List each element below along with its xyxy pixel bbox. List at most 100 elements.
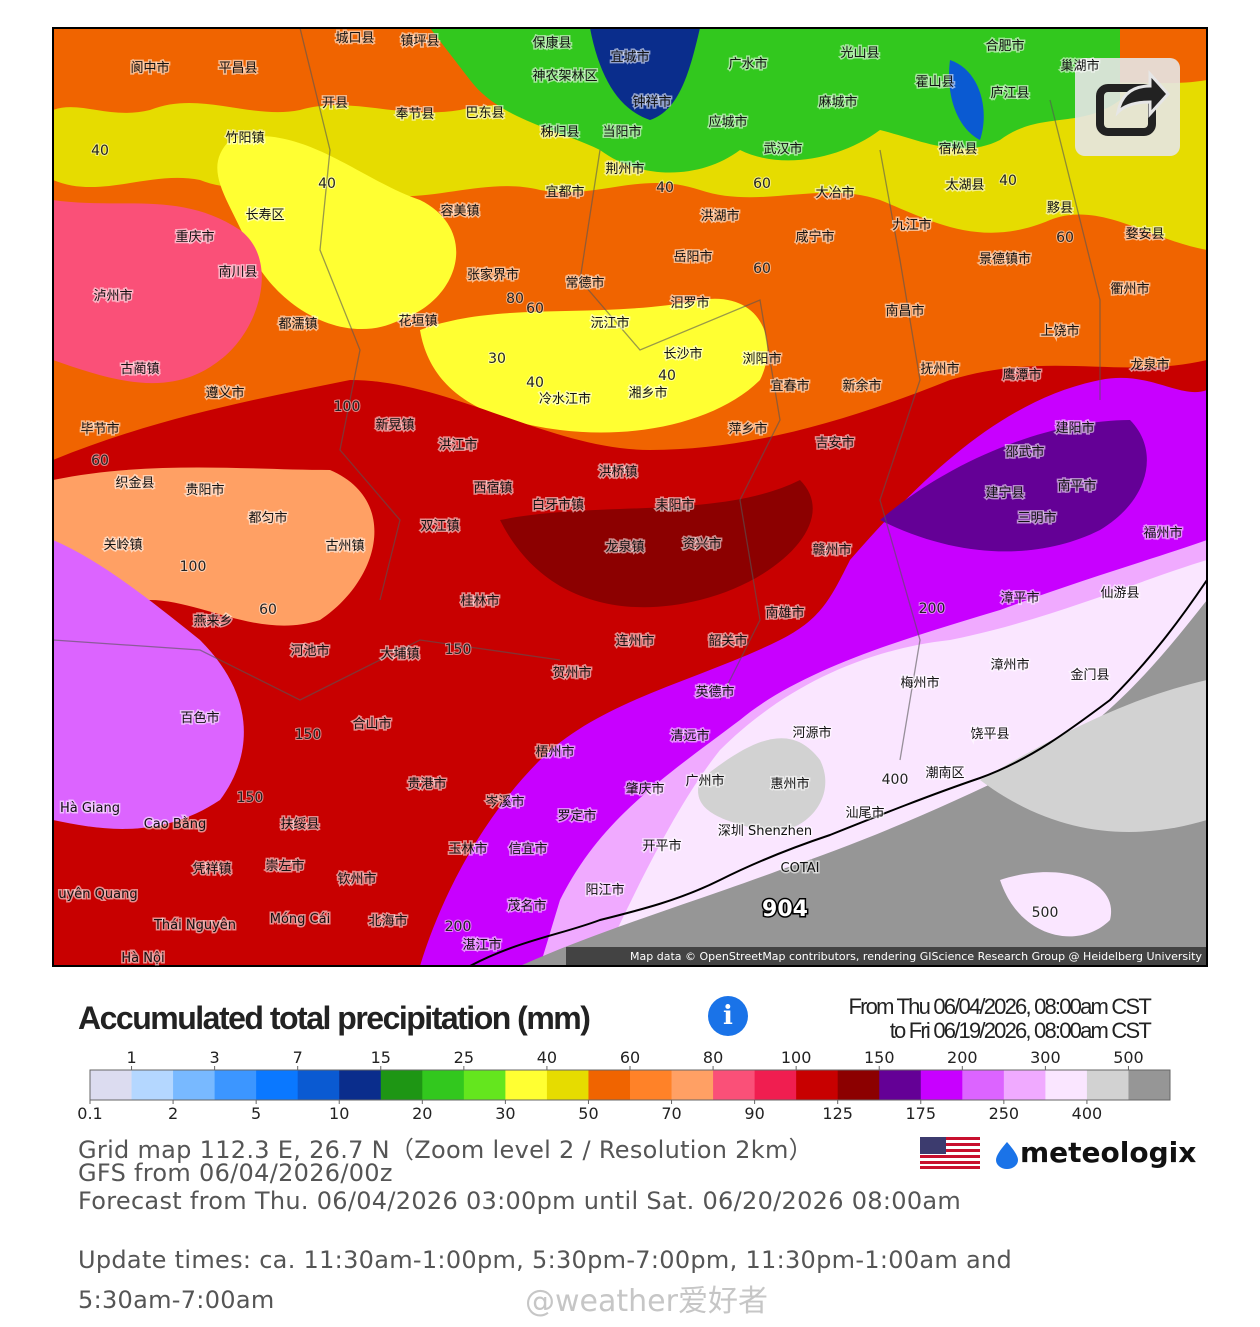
city-label: 汨罗市: [670, 295, 709, 311]
info-button[interactable]: i: [708, 996, 748, 1036]
legend-swatch: [671, 1070, 714, 1100]
city-marker: [457, 485, 460, 488]
city-label: 南雄市: [765, 605, 804, 621]
city-marker: [712, 61, 715, 64]
city-marker: [712, 426, 715, 429]
contour-label: 100: [334, 399, 361, 415]
city-label: 玉林市: [448, 841, 487, 857]
legend-swatch: [1003, 1070, 1046, 1100]
city-label: 龙泉镇: [605, 539, 644, 555]
legend-label: 100: [781, 1048, 812, 1067]
city-label: 关岭镇: [103, 538, 142, 553]
city-label: 宿松县: [938, 141, 977, 157]
legend-label: 5: [251, 1104, 261, 1123]
city-label: 洪湖市: [700, 208, 739, 224]
city-marker: [1084, 590, 1087, 593]
city-label: 保康县: [532, 35, 571, 51]
city-label: 罗定市: [557, 808, 596, 824]
legend-label: 300: [1030, 1048, 1061, 1067]
city-marker: [336, 721, 339, 724]
city-marker: [679, 689, 682, 692]
city-label: 婺安县: [1125, 226, 1164, 242]
city-label: 武汉市: [763, 141, 802, 157]
legend-swatch: [920, 1070, 963, 1100]
city-label: 韶关市: [708, 633, 747, 649]
city-marker: [319, 35, 322, 38]
contour-label: 60: [526, 301, 544, 317]
city-label: 肇庆市: [625, 781, 664, 797]
city-label: 阆中市: [130, 60, 169, 76]
share-button[interactable]: [1075, 58, 1180, 156]
city-label: COTAI: [781, 861, 820, 876]
city-marker: [909, 770, 912, 773]
city-label: 重庆市: [175, 229, 214, 245]
city-marker: [104, 366, 107, 369]
legend-label: 150: [864, 1048, 895, 1067]
city-label: 长寿区: [245, 208, 284, 223]
city-label: Cao Bằng: [144, 817, 207, 832]
city-label: 汕尾市: [845, 805, 884, 821]
legend-label: 20: [412, 1104, 432, 1123]
city-marker: [779, 234, 782, 237]
legend-swatch: [380, 1070, 423, 1100]
legend-swatch: [588, 1070, 631, 1100]
city-label: 合肥市: [985, 38, 1024, 54]
city-marker: [309, 543, 312, 546]
city-label: 建宁县: [985, 485, 1024, 501]
legend-label: 15: [371, 1048, 391, 1067]
city-label: 漳平市: [1000, 590, 1039, 606]
city-marker: [382, 318, 385, 321]
legend-swatch: [837, 1070, 880, 1100]
city-label: 广州市: [685, 773, 724, 789]
city-marker: [549, 280, 552, 283]
forecast-info: Forecast from Thu. 06/04/2026 03:00pm un…: [78, 1187, 962, 1215]
city-marker: [1109, 231, 1112, 234]
city-marker: [569, 887, 572, 890]
city-marker: [139, 821, 142, 824]
city-marker: [574, 320, 577, 323]
city-label: Hà Giang: [60, 801, 120, 816]
legend-label: 10: [329, 1104, 349, 1123]
logo: meteologix: [1020, 1136, 1197, 1169]
city-label: 宜都市: [545, 184, 584, 200]
contour-label: 100: [180, 559, 207, 575]
city-marker: [802, 99, 805, 102]
city-label: 扶绥县: [280, 817, 319, 832]
legend-label: 250: [989, 1104, 1020, 1123]
city-marker: [529, 396, 532, 399]
legend-label: 60: [620, 1048, 640, 1067]
city-label: 容美镇: [440, 203, 479, 219]
contour-label: 40: [526, 375, 544, 391]
city-label: 广水市: [728, 56, 767, 72]
city-label: 都濡镇: [278, 317, 317, 332]
city-marker: [1024, 328, 1027, 331]
city-label: 抚州市: [920, 361, 959, 377]
legend-swatch: [131, 1070, 174, 1100]
city-label: 西宿镇: [473, 480, 512, 496]
city-marker: [432, 846, 435, 849]
city-marker: [1114, 362, 1117, 365]
city-marker: [364, 651, 367, 654]
city-label: 太湖县: [945, 178, 984, 193]
city-marker: [969, 43, 972, 46]
contour-label: 30: [488, 351, 506, 367]
city-marker: [647, 351, 650, 354]
contour-label: 60: [91, 453, 109, 469]
city-label: 巴东县: [465, 106, 504, 121]
city-marker: [54, 805, 57, 808]
city-marker: [107, 955, 110, 958]
city-label: 赣州市: [812, 542, 851, 558]
city-marker: [379, 111, 382, 114]
contour-label: 200: [919, 601, 946, 617]
city-marker: [164, 715, 167, 718]
city-label: Móng Cái: [270, 912, 330, 927]
city-marker: [1127, 530, 1130, 533]
city-marker: [264, 821, 267, 824]
city-marker: [232, 515, 235, 518]
city-marker: [177, 618, 180, 621]
city-label: 麻城市: [818, 94, 857, 110]
legend-swatch: [546, 1070, 589, 1100]
legend-label: 7: [293, 1048, 303, 1067]
city-label: 荆州市: [605, 161, 644, 177]
city-marker: [654, 300, 657, 303]
